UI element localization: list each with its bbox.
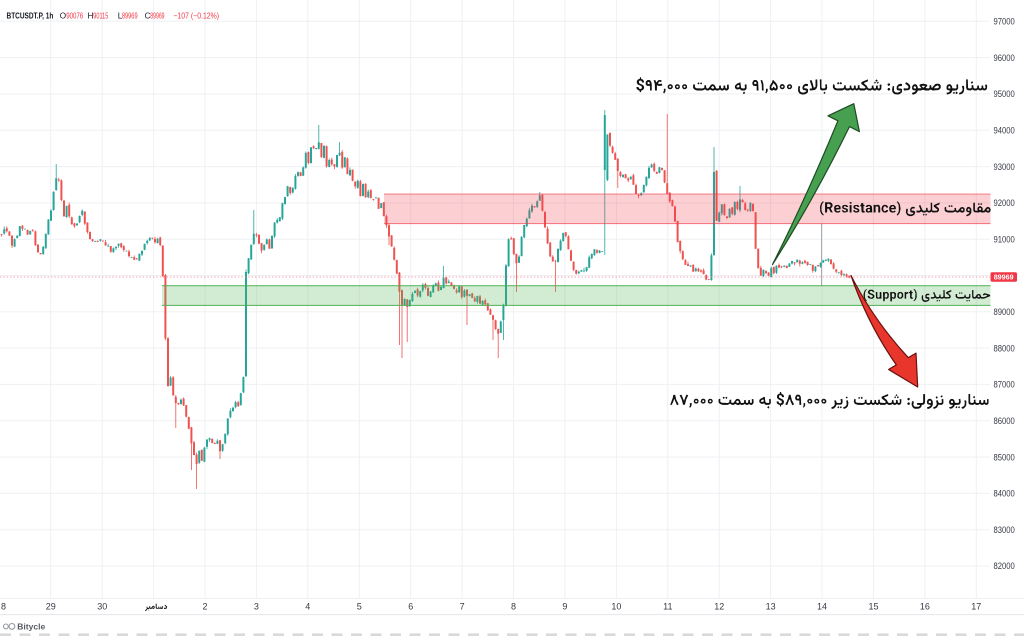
svg-text:6: 6: [408, 602, 413, 612]
svg-text:11: 11: [663, 602, 672, 612]
svg-text:L: L: [118, 12, 123, 21]
svg-text:3: 3: [254, 602, 259, 612]
svg-text:17: 17: [971, 602, 981, 612]
svg-text:92000: 92000: [994, 198, 1015, 208]
svg-text:5: 5: [357, 602, 362, 612]
svg-text:2: 2: [202, 602, 207, 612]
svg-text:87000: 87000: [994, 380, 1015, 390]
svg-text:12: 12: [714, 602, 724, 612]
svg-text:13: 13: [766, 602, 776, 612]
svg-text:BTCUSDT.P, 1h: BTCUSDT.P, 1h: [7, 12, 54, 21]
svg-text:4: 4: [305, 602, 310, 612]
svg-text:90115: 90115: [93, 12, 108, 21]
svg-text:−107 (−0.12%): −107 (−0.12%): [173, 12, 219, 21]
svg-text:15: 15: [868, 602, 878, 612]
svg-text:30: 30: [97, 602, 107, 612]
svg-text:9: 9: [562, 602, 567, 612]
svg-text:14: 14: [817, 602, 827, 612]
svg-text:89000: 89000: [994, 307, 1015, 317]
svg-text:86000: 86000: [994, 416, 1015, 426]
svg-text:89969: 89969: [122, 12, 138, 21]
svg-text:94000: 94000: [994, 125, 1015, 135]
svg-text:90076: 90076: [66, 12, 83, 21]
svg-text:89969: 89969: [994, 273, 1014, 282]
svg-text:96000: 96000: [994, 53, 1015, 63]
svg-text:16: 16: [920, 602, 930, 612]
svg-text:83000: 83000: [994, 525, 1015, 535]
svg-text:88000: 88000: [994, 343, 1015, 353]
svg-text:8: 8: [1, 602, 6, 612]
svg-text:84000: 84000: [994, 489, 1015, 499]
svg-text:Bitycle: Bitycle: [17, 622, 45, 632]
svg-text:7: 7: [460, 602, 465, 612]
svg-text:97000: 97000: [994, 17, 1015, 27]
svg-text:H: H: [88, 12, 94, 21]
svg-text:89969: 89969: [150, 12, 164, 21]
svg-text:91000: 91000: [994, 234, 1015, 244]
svg-text:29: 29: [46, 602, 56, 612]
svg-text:C: C: [145, 12, 151, 21]
svg-text:93000: 93000: [994, 162, 1015, 172]
svg-text:85000: 85000: [994, 452, 1015, 462]
svg-text:O: O: [60, 12, 66, 21]
svg-text:8: 8: [511, 602, 516, 612]
svg-text:10: 10: [611, 602, 621, 612]
svg-text:95000: 95000: [994, 89, 1015, 99]
svg-text:82000: 82000: [994, 561, 1015, 571]
